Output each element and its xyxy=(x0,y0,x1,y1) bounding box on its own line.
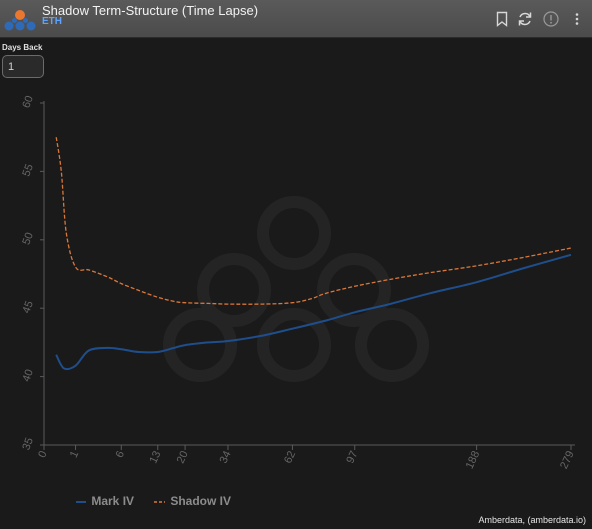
widget-title: Shadow Term-Structure (Time Lapse) xyxy=(42,3,259,18)
y-tick-label: 55 xyxy=(20,163,35,179)
bookmark-icon[interactable] xyxy=(494,11,510,27)
chart-axes: 35 40 45 50 55 60 0 1 6 13 20 34 62 97 188 279 xyxy=(20,94,576,471)
legend-shadow-iv[interactable]: Shadow IV xyxy=(154,494,231,508)
x-tick-label: 279 xyxy=(558,449,577,471)
y-tick-label: 60 xyxy=(20,94,35,110)
amberdata-logo-icon xyxy=(4,10,36,31)
x-tick-label: 1 xyxy=(68,449,81,460)
info-icon[interactable] xyxy=(543,11,559,27)
legend-solid-line-icon xyxy=(76,500,86,503)
x-tick-label: 97 xyxy=(344,449,360,465)
y-tick-label: 50 xyxy=(20,231,35,247)
x-tick-label: 62 xyxy=(282,449,298,465)
series-line-mark-iv xyxy=(55,253,572,371)
x-tick-label: 6 xyxy=(114,449,127,460)
days-back-input[interactable] xyxy=(2,55,44,78)
widget-header: Shadow Term-Structure (Time Lapse) ETH xyxy=(0,0,592,38)
x-tick-label: 20 xyxy=(175,449,191,465)
watermark-logo xyxy=(163,196,429,382)
legend-label: Shadow IV xyxy=(170,494,232,508)
refresh-icon[interactable] xyxy=(517,11,533,27)
chart-series xyxy=(55,137,572,371)
days-back-label: Days Back xyxy=(2,43,43,52)
legend-dashed-line-icon xyxy=(154,501,165,503)
x-tick-label: 13 xyxy=(147,449,163,465)
x-tick-label: 34 xyxy=(218,449,234,465)
more-vertical-icon[interactable] xyxy=(569,11,585,27)
series-line-shadow-iv xyxy=(55,137,572,305)
x-tick-label: 0 xyxy=(36,449,49,460)
y-tick-label: 35 xyxy=(20,436,35,452)
data-credit: Amberdata, (amberdata.io) xyxy=(478,515,586,525)
asset-label: ETH xyxy=(42,16,62,27)
y-tick-label: 40 xyxy=(20,368,35,384)
x-tick-label: 188 xyxy=(464,449,483,471)
legend-mark-iv[interactable]: Mark IV xyxy=(76,494,134,508)
legend-label: Mark IV xyxy=(91,494,135,508)
y-tick-label: 45 xyxy=(20,299,35,315)
